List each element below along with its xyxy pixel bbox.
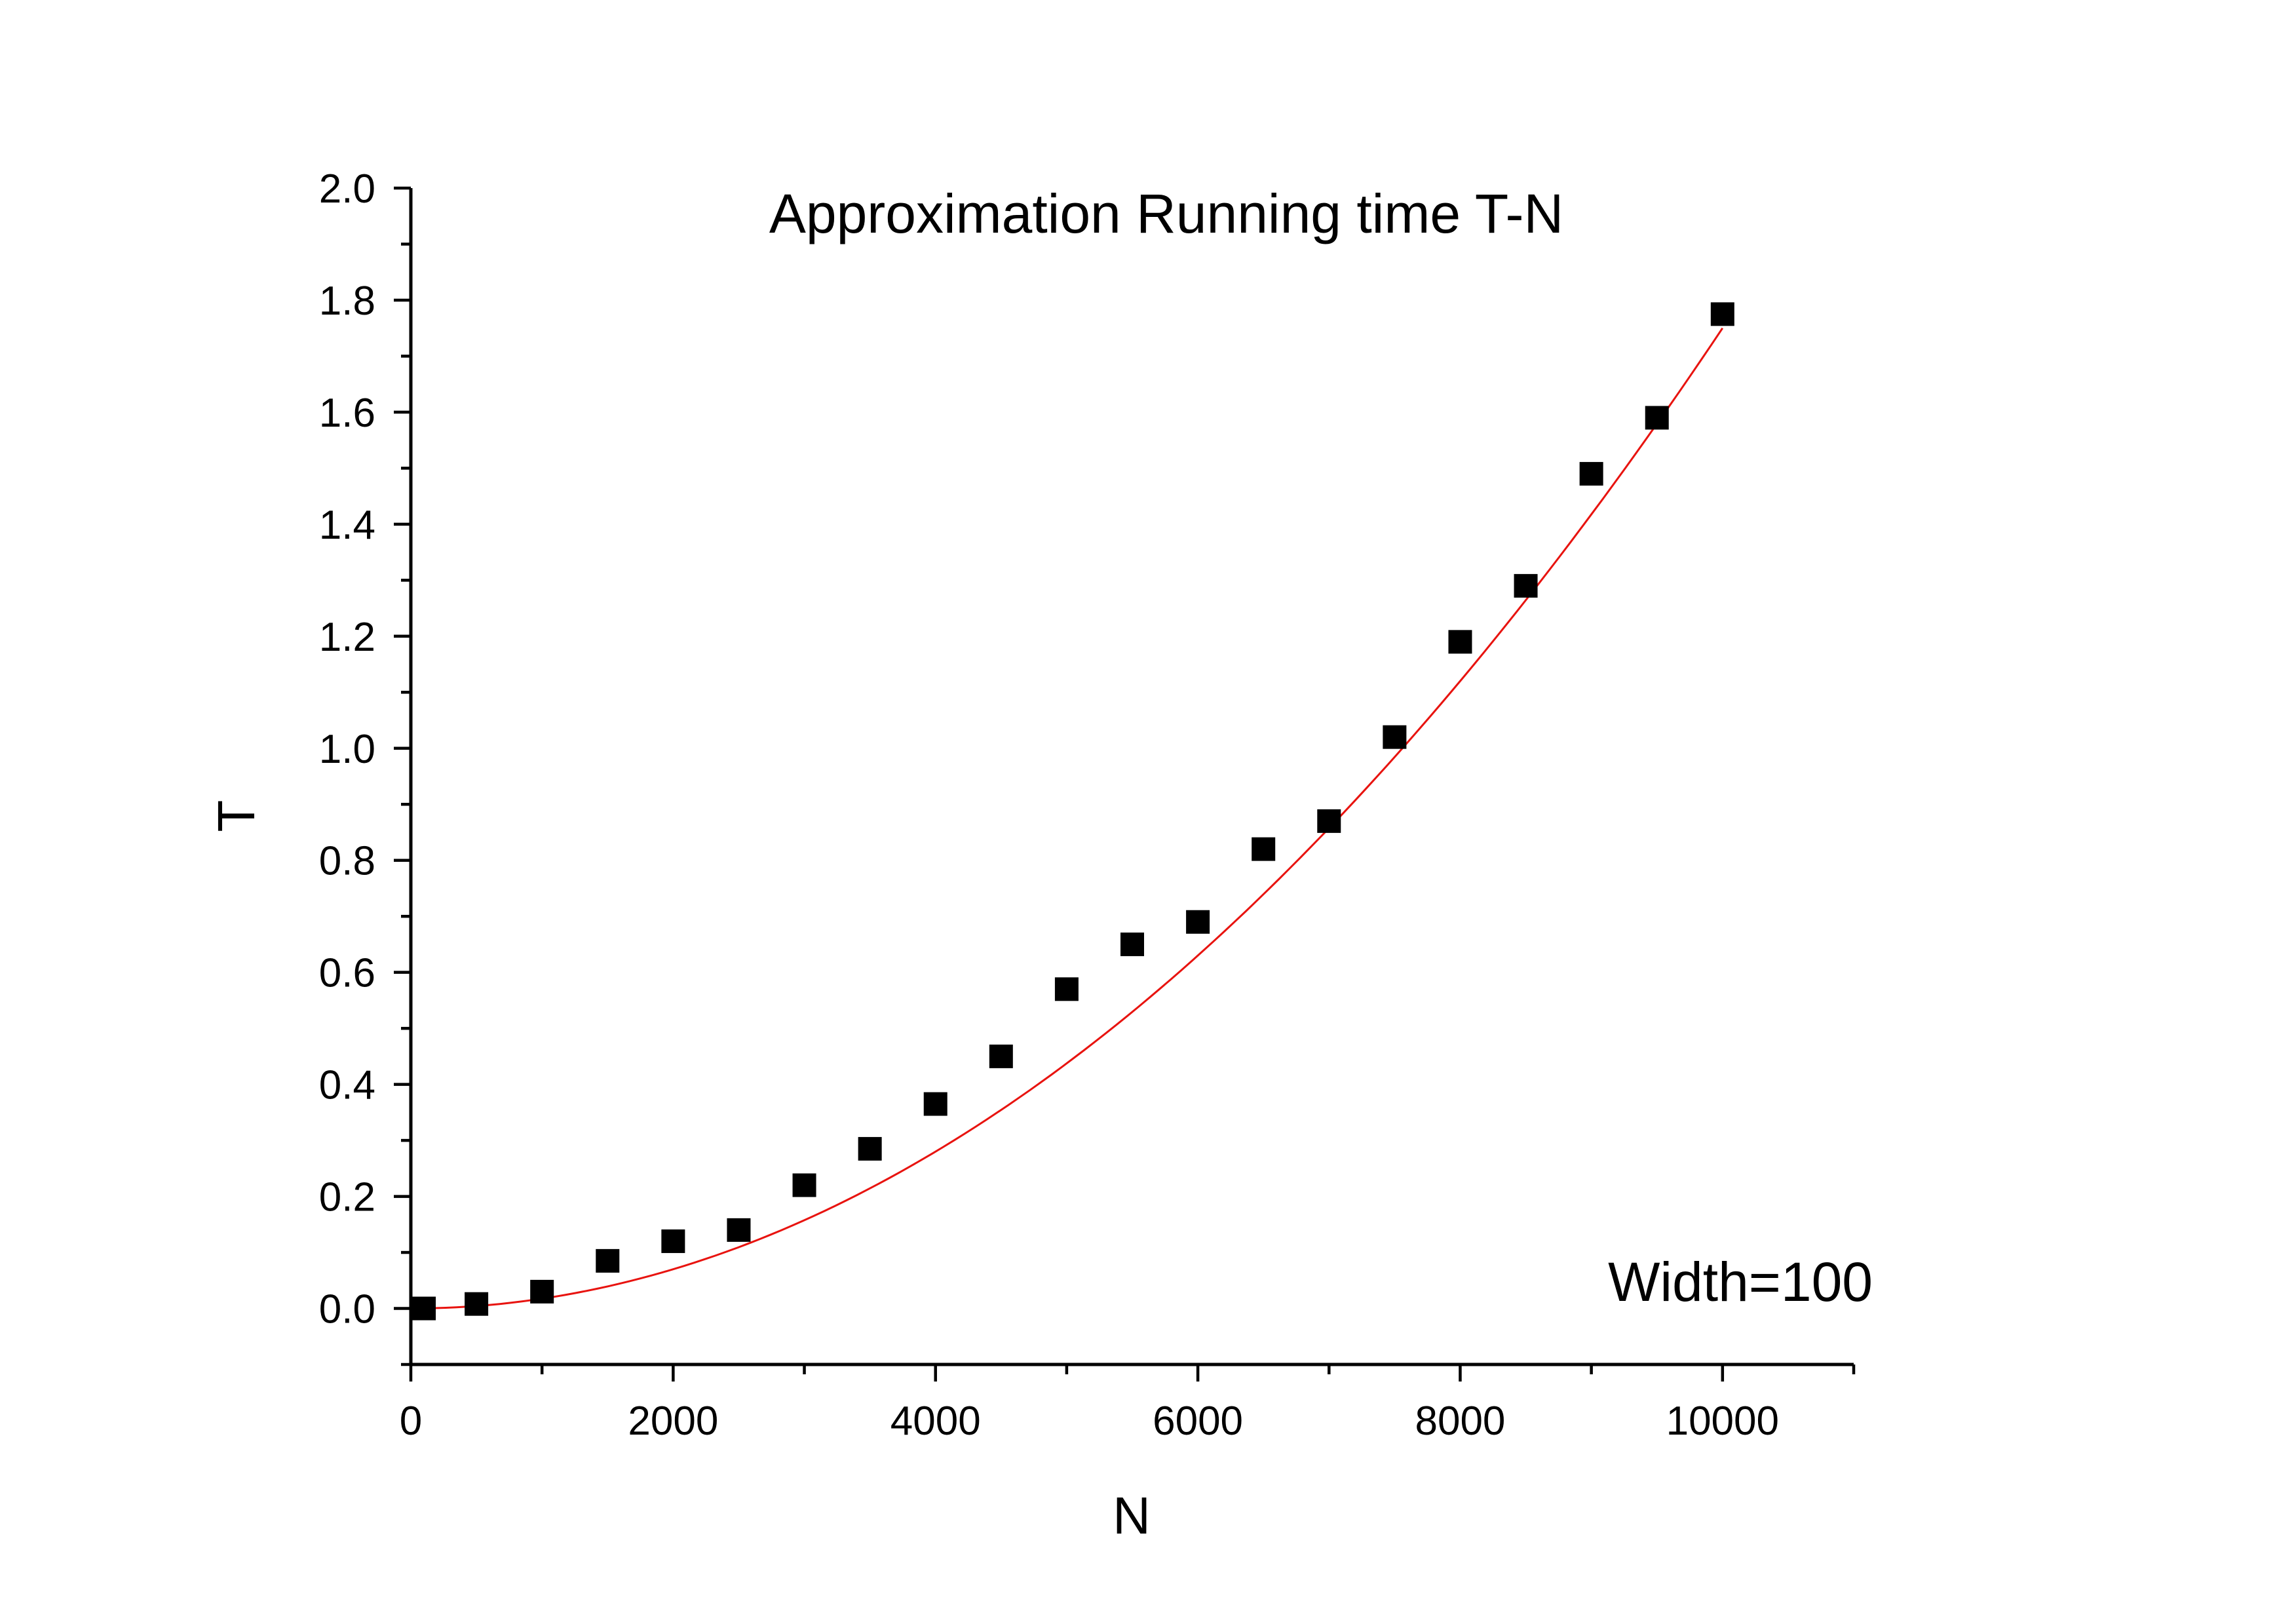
y-tick-label: 1.8 bbox=[319, 279, 375, 324]
data-point bbox=[1186, 910, 1210, 934]
data-point bbox=[1120, 932, 1144, 956]
data-point bbox=[412, 1296, 436, 1321]
data-point bbox=[792, 1173, 816, 1197]
y-tick-label: 0.2 bbox=[319, 1175, 375, 1220]
data-points bbox=[412, 302, 1734, 1321]
tick-labels: 0 2000 4000 6000 8000 10000 0.0 0.2 0.4 0.6 0.8 1.0… bbox=[319, 166, 1779, 1444]
data-point bbox=[1448, 630, 1472, 654]
y-tick-label: 0.4 bbox=[319, 1063, 375, 1108]
data-point bbox=[989, 1044, 1013, 1068]
y-tick-label: 2.0 bbox=[319, 166, 375, 212]
axes bbox=[409, 188, 1854, 1366]
x-tick-label: 10000 bbox=[1666, 1399, 1779, 1444]
y-tick-label: 1.2 bbox=[319, 615, 375, 660]
y-tick-label: 0.8 bbox=[319, 839, 375, 884]
data-point bbox=[1383, 725, 1407, 749]
data-point bbox=[596, 1248, 620, 1273]
y-tick-label: 1.4 bbox=[319, 503, 375, 548]
data-point bbox=[1645, 406, 1669, 430]
y-tick-label: 1.6 bbox=[319, 391, 375, 436]
x-tick-label: 2000 bbox=[628, 1399, 718, 1444]
x-axis-title: N bbox=[1113, 1486, 1151, 1545]
x-tick-label: 0 bbox=[400, 1399, 422, 1444]
x-tick-label: 8000 bbox=[1415, 1399, 1505, 1444]
data-point bbox=[1252, 837, 1276, 861]
y-tick-label: 1.0 bbox=[319, 727, 375, 772]
tick-marks bbox=[394, 186, 1856, 1382]
x-tick-label: 4000 bbox=[890, 1399, 981, 1444]
data-point bbox=[727, 1218, 751, 1242]
data-point bbox=[1514, 573, 1538, 598]
y-tick-label: 0.6 bbox=[319, 951, 375, 996]
width-annotation: Width=100 bbox=[1608, 1251, 1873, 1313]
data-point bbox=[1054, 977, 1079, 1001]
data-point bbox=[1710, 302, 1734, 326]
data-point bbox=[858, 1136, 882, 1161]
data-point bbox=[923, 1092, 947, 1116]
data-point bbox=[1317, 809, 1341, 833]
chart-title: Approximation Running time T-N bbox=[769, 183, 1563, 244]
fit-curve bbox=[423, 327, 1724, 1309]
data-point bbox=[1579, 461, 1603, 486]
y-axis-title: T bbox=[207, 800, 265, 832]
x-tick-label: 6000 bbox=[1153, 1399, 1243, 1444]
data-point bbox=[465, 1292, 489, 1316]
y-tick-label: 0.0 bbox=[319, 1287, 375, 1332]
data-point bbox=[530, 1279, 554, 1304]
data-point bbox=[661, 1229, 685, 1253]
